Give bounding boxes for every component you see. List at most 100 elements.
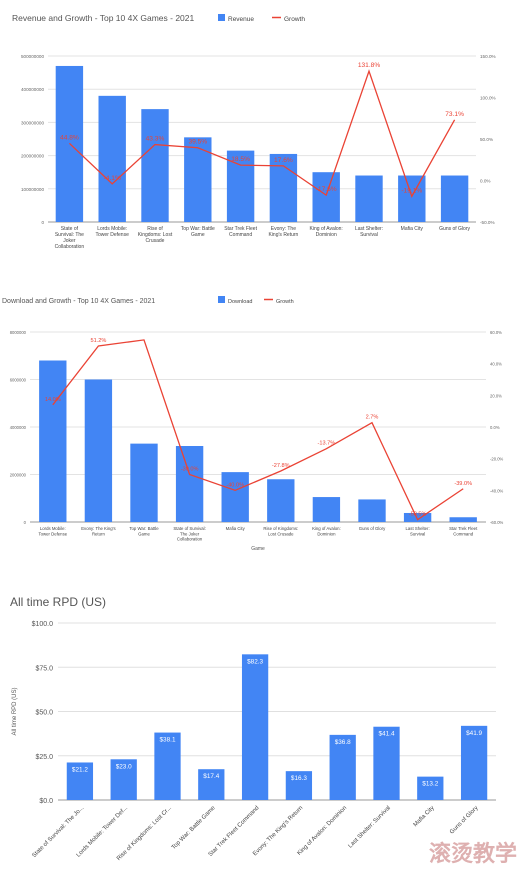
revenue-growth-chart: Revenue and Growth - Top 10 4X Games - 2…: [12, 13, 496, 250]
y-tick-label: 300000000: [21, 120, 44, 125]
x-tick-label: Mafia City: [226, 526, 246, 531]
y2-tick-label: 0.0%: [490, 425, 500, 430]
bar: [184, 137, 212, 222]
growth-line: [68, 69, 456, 198]
bar: [98, 95, 126, 222]
x-tick-label: Evony: The King's Return: [81, 526, 115, 536]
bar: [440, 175, 469, 222]
watermark-text: 滚烫教学: [428, 842, 517, 867]
bar: [198, 769, 225, 800]
growth-data-label: 43.3%: [146, 136, 165, 143]
y-axis-label: All time RPD (US): [12, 687, 18, 735]
x-tick-label: Star Trek Fleet Command: [449, 526, 478, 536]
bar-data-label: $41.9: [466, 730, 482, 737]
bar: [226, 150, 255, 222]
x-tick-label: Rise of Kingdoms: Lost Crusade: [263, 526, 298, 536]
y2-tick-label: 40.0%: [490, 362, 502, 367]
growth-data-label: 44.8%: [60, 134, 79, 141]
legend-label: Revenue: [228, 16, 254, 23]
growth-data-label: 17.6%: [274, 157, 293, 164]
x-tick-label: State of Survival: The Jo...: [31, 805, 85, 859]
y-tick-label: 100000000: [21, 187, 44, 192]
bar: [141, 109, 169, 222]
y-tick-label: 0: [41, 220, 44, 225]
x-tick-label: Star Trek Fleet Command: [224, 226, 257, 238]
y-tick-label: 400000000: [21, 87, 44, 92]
bar-data-label: $41.4: [379, 731, 395, 738]
bar: [84, 379, 113, 522]
chart-title: Download and Growth - Top 10 4X Games - …: [2, 298, 155, 305]
bar: [110, 759, 137, 800]
bar-data-label: $23.0: [116, 763, 132, 770]
bar: [312, 497, 341, 522]
y2-tick-label: -50.0%: [480, 220, 495, 225]
bar: [221, 472, 249, 522]
bar: [39, 360, 67, 522]
legend-label: Growth: [276, 299, 294, 305]
y2-tick-label: -20.0%: [490, 457, 504, 462]
bar-data-label: $36.8: [335, 739, 351, 746]
bar: [66, 762, 94, 800]
growth-data-label: 39.5%: [188, 139, 207, 146]
growth-data-label: -30.0%: [181, 467, 199, 473]
bar: [398, 175, 426, 222]
growth-data-label: -19.1%: [401, 187, 422, 194]
y-tick-label: 200000000: [21, 154, 44, 159]
y-tick-label: 2000000: [10, 473, 27, 478]
y2-tick-label: 0.0%: [480, 179, 490, 184]
growth-data-label: -58.5%: [409, 512, 427, 518]
growth-data-label: -27.8%: [272, 463, 290, 469]
growth-data-label: 14.0%: [45, 397, 61, 403]
bar-data-label: $21.2: [72, 766, 88, 773]
legend-swatch-bar: [218, 14, 225, 21]
bar: [154, 732, 181, 800]
bar: [267, 479, 295, 522]
x-tick-label: Evony: The King's Return: [268, 226, 298, 238]
growth-data-label: -4.1%: [104, 175, 121, 182]
bar-data-label: $82.3: [247, 658, 263, 665]
growth-line: [52, 339, 464, 521]
growth-data-label: 131.8%: [358, 62, 381, 69]
y2-tick-label: 60.0%: [490, 330, 502, 335]
x-tick-label: Mafia City: [413, 805, 436, 828]
x-tick-label: Guns of Glory: [439, 226, 470, 232]
x-tick-label: State of Survival: The Joker Collaboration: [55, 226, 85, 250]
bar-data-label: $17.4: [203, 773, 219, 780]
x-tick-label: Top War: Battle Game: [171, 805, 217, 851]
growth-data-label: 18.5%: [231, 156, 250, 163]
x-tick-label: Guns of Glory: [359, 526, 386, 531]
bar-data-label: $13.2: [422, 781, 438, 788]
growth-data-label: -17.6%: [316, 186, 337, 193]
bar: [269, 153, 298, 222]
bar: [241, 654, 269, 800]
chart-title: Revenue and Growth - Top 10 4X Games - 2…: [12, 13, 194, 23]
bar: [417, 776, 444, 800]
x-tick-label: Lords Mobile: Tower Defense: [96, 226, 130, 238]
y2-tick-label: 50.0%: [480, 137, 493, 142]
bar-data-label: $16.3: [291, 775, 307, 782]
x-tick-label: Rise of Kingdoms: Lost Crusade: [138, 226, 173, 244]
y2-tick-label: 20.0%: [490, 393, 502, 398]
x-tick-label: Last Shelter: Survival: [348, 805, 392, 849]
growth-data-label: 73.1%: [445, 111, 464, 118]
x-tick-label: Guns of Glory: [449, 805, 479, 835]
x-tick-label: Last Shelter: Survival: [406, 526, 430, 536]
x-axis-label: Game: [251, 546, 265, 552]
y-tick-label: $50.0: [35, 710, 53, 717]
y2-tick-label: 100.0%: [480, 96, 496, 101]
bar: [175, 446, 204, 522]
x-tick-label: King of Avalon: Dominion: [312, 526, 341, 536]
bar: [373, 726, 400, 800]
bar: [460, 725, 488, 800]
bar: [329, 734, 356, 800]
x-tick-label: Lords Mobile: Tower Def...: [76, 805, 130, 859]
x-tick-label: Mafia City: [401, 226, 424, 232]
bar: [449, 517, 477, 522]
growth-data-label: -13.7%: [318, 441, 336, 447]
growth-data-label: 2.7%: [366, 415, 379, 421]
growth-data-label: 51.2%: [90, 338, 106, 344]
rpd-chart: All time RPD (US) All time RPD (US) $0.0 $2…: [10, 595, 496, 862]
y-tick-label: 4000000: [10, 425, 27, 430]
x-tick-label: Top War: Battle Game: [181, 226, 215, 238]
y-tick-label: 8000000: [10, 330, 27, 335]
